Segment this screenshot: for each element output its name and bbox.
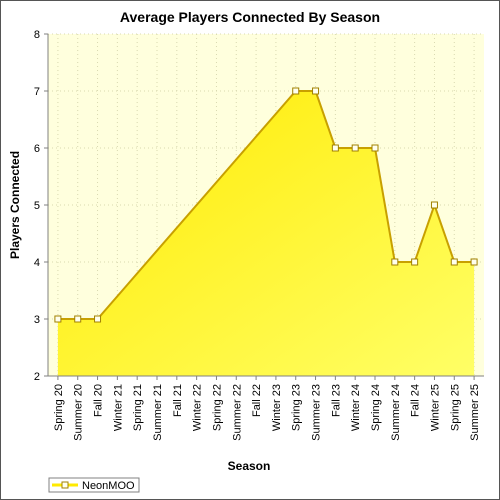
x-tick-label: Spring 22 bbox=[211, 384, 223, 431]
data-point bbox=[74, 315, 82, 323]
data-point bbox=[470, 258, 478, 266]
y-tick-label: 7 bbox=[34, 86, 40, 98]
y-tick-label: 3 bbox=[34, 314, 40, 326]
legend-label: NeonMOO bbox=[82, 480, 135, 492]
x-tick-label: Summer 23 bbox=[311, 384, 323, 441]
legend-box bbox=[48, 477, 140, 493]
x-tick-label: Fall 23 bbox=[330, 384, 342, 417]
x-tick-label: Fall 24 bbox=[410, 384, 422, 417]
x-tick-label: Fall 22 bbox=[251, 384, 263, 417]
data-point bbox=[351, 144, 359, 152]
legend: NeonMOO bbox=[48, 477, 140, 493]
data-point bbox=[54, 315, 62, 323]
y-tick-labels: 2 3 4 5 6 7 8 bbox=[34, 29, 48, 383]
x-tick-label: Spring 21 bbox=[132, 384, 144, 431]
chart-title: Average Players Connected By Season bbox=[120, 9, 380, 25]
x-tick-label: Spring 23 bbox=[291, 384, 303, 431]
x-axis-label: Season bbox=[228, 459, 271, 473]
y-tick-label: 6 bbox=[34, 143, 40, 155]
data-point bbox=[411, 258, 419, 266]
x-tick-label: Winter 23 bbox=[271, 384, 283, 431]
data-point bbox=[331, 144, 339, 152]
x-tick-label: Summer 22 bbox=[231, 384, 243, 441]
legend-marker bbox=[61, 481, 69, 489]
data-point bbox=[430, 201, 438, 209]
data-point bbox=[450, 258, 458, 266]
y-tick-label: 8 bbox=[34, 29, 40, 41]
area-fill bbox=[57, 91, 475, 376]
x-tick-label: Fall 20 bbox=[93, 384, 105, 417]
data-point bbox=[312, 87, 320, 95]
data-point bbox=[94, 315, 102, 323]
x-tick-label: Summer 25 bbox=[469, 384, 481, 441]
x-tick-label: Winter 21 bbox=[112, 384, 124, 431]
data-points bbox=[54, 87, 478, 323]
x-tick-label: Winter 24 bbox=[350, 384, 362, 431]
x-tick-label: Winter 25 bbox=[429, 384, 441, 431]
data-point bbox=[292, 87, 300, 95]
x-tick-label: Summer 21 bbox=[152, 384, 164, 441]
data-point bbox=[371, 144, 379, 152]
y-axis-label: Players Connected bbox=[8, 151, 22, 259]
y-tick-label: 2 bbox=[34, 371, 40, 383]
x-tick-label: Spring 25 bbox=[449, 384, 461, 431]
x-tick-label: Spring 24 bbox=[370, 384, 382, 431]
y-tick-label: 4 bbox=[34, 257, 40, 269]
y-tick-label: 5 bbox=[34, 200, 40, 212]
x-tick-label: Spring 20 bbox=[53, 384, 65, 431]
x-tick-labels: Spring 20 Summer 20 Fall 20 Winter 21 Spring… bbox=[53, 376, 481, 441]
data-point bbox=[391, 258, 399, 266]
x-tick-label: Winter 22 bbox=[192, 384, 204, 431]
x-tick-label: Fall 21 bbox=[172, 384, 184, 417]
x-tick-label: Summer 24 bbox=[390, 384, 402, 441]
x-tick-label: Summer 20 bbox=[73, 384, 85, 441]
